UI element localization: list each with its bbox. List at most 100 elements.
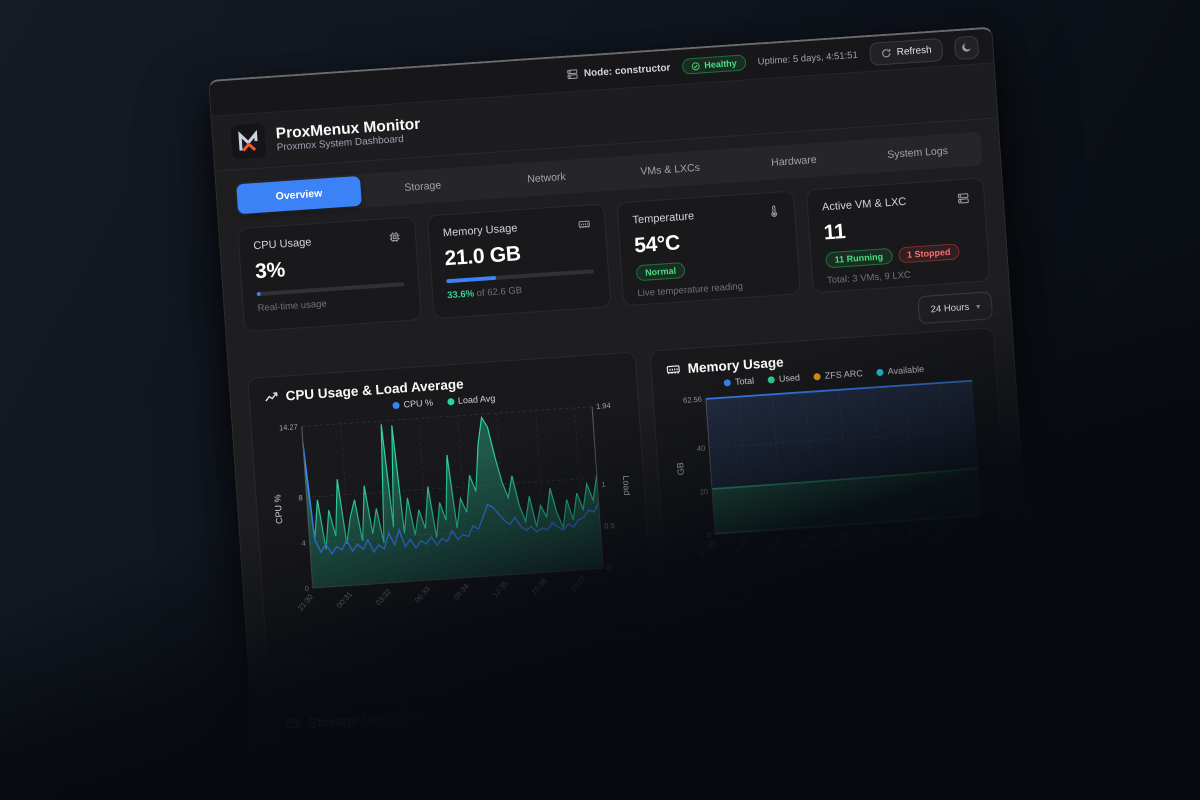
vms-value: 11 [823,220,847,245]
thermometer-icon [767,204,781,218]
svg-text:00:31: 00:31 [731,537,750,557]
memory-chart: 0 20 40 62.56 21:30 00:31 03:32 06:33 09:34 12:35… [667,370,994,579]
cpu-load-chart: 0 4 8 14.27 0 0.5 1 1.94 21:30 00:31 03:32 06:33 09:… [265,394,638,632]
node-label: Node: constructor [583,62,671,79]
vms-stopped-badge: 1 Stopped [897,243,960,264]
interface-badge-vmbr0[interactable]: vmbr0 [692,758,748,782]
legend-dot-total [723,378,732,387]
network-interfaces-label: Active Interfaces: [692,722,778,741]
svg-text:40: 40 [697,444,706,454]
svg-text:62.56: 62.56 [683,395,702,405]
svg-text:03:32: 03:32 [765,534,784,554]
refresh-button[interactable]: Refresh [868,37,944,66]
svg-text:15:36: 15:36 [530,576,549,596]
network-nodes-icon [688,689,704,705]
svg-text:20: 20 [700,487,709,497]
svg-text:18:37: 18:37 [931,523,950,543]
cpu-card-title: CPU Usage [253,236,312,253]
memory-usage-card: Memory Usage 21.0 GB 33.6% of 62.6 GB [426,203,612,320]
legend-dot-load [446,397,455,405]
temperature-caption: Live temperature reading [637,281,744,300]
check-circle-icon [691,61,701,71]
svg-text:21:30: 21:30 [296,592,315,612]
memory-progress-fill [446,275,496,284]
cpu-progress-fill [256,291,262,297]
temperature-card: Temperature 54°C Normal Live temperature… [616,190,801,307]
server-icon [567,68,580,81]
hard-drive-icon [286,716,302,732]
svg-text:18:37: 18:37 [569,574,588,594]
vms-card-title: Active VM & LXC [821,195,907,214]
time-range-value-2: 24 Hours [952,628,992,643]
time-range-select-2[interactable]: 24 Hours ▾ [940,618,1016,652]
memory-of-total: of 62.6 GB [473,285,523,300]
time-range-select-1[interactable]: 24 Hours ▾ [917,291,994,325]
svg-text:GB: GB [675,462,686,476]
svg-text:00:31: 00:31 [335,590,354,610]
refresh-icon [880,47,892,59]
theme-toggle-button[interactable] [953,35,980,60]
memory-chart-title: Memory Usage [687,354,785,377]
active-vm-lxc-card: Active VM & LXC 11 11 Running 1 Stopped … [805,177,991,294]
memory-used-percent: 33.6% [446,288,475,302]
chevron-down-icon: ▾ [975,301,981,311]
svg-text:15:36: 15:36 [898,525,917,545]
proxmenux-logo-icon [238,129,258,152]
temperature-status-badge: Normal [635,262,686,282]
app-titles: ProxMenux Monitor Proxmox System Dashboa… [275,115,421,154]
storage-disks-value: 7 disks [609,762,648,778]
storage-overview-card: Storage Overview Total Capacity: 26.8 TB… [269,678,674,784]
network-card-title: Network Overview [709,680,828,704]
health-label: Healthy [703,58,738,71]
servers-icon [956,191,970,205]
svg-text:0: 0 [304,584,309,593]
storage-disks-label: Physical Disks: [292,782,367,783]
app-logo [230,123,267,160]
svg-text:8: 8 [298,493,303,502]
moon-icon [960,41,973,54]
memory-value: 21.0 GB [443,242,522,271]
app-window: Node: constructor Healthy Uptime: 5 days… [208,26,1041,784]
svg-text:CPU %: CPU % [272,494,284,524]
network-row-interfaces: Active Interfaces: 2 [689,695,1007,751]
memory-chart-card: Memory Usage Total Used ZFS ARC Availabl… [649,327,1012,607]
cpu-caption: Real-time usage [257,298,328,315]
storage-rows: Total Capacity: 26.8 TB Physical Disks: … [287,719,650,784]
svg-text:09:34: 09:34 [831,530,850,550]
node-info: Node: constructor [567,62,671,81]
storage-capacity-label: Total Capacity: [290,751,363,768]
svg-text:0.5: 0.5 [604,521,615,531]
memory-caption: 33.6% of 62.6 GB [447,280,595,301]
refresh-label: Refresh [896,44,932,58]
temperature-value: 54°C [633,231,681,258]
network-interfaces-value: 2 [995,704,1004,720]
uptime-text: Uptime: 5 days, 4:51:51 [757,49,859,68]
svg-text:1.94: 1.94 [596,401,611,411]
charts-row: CPU Usage & Load Average CPU % Load Avg … [247,327,1012,660]
cpu-chip-icon [388,230,402,244]
storage-row-capacity: Total Capacity: 26.8 TB [287,719,648,779]
network-rows: Active Interfaces: 2 [689,695,1007,751]
chevron-down-icon: ▾ [998,628,1003,639]
svg-text:4: 4 [301,539,306,548]
svg-text:14.27: 14.27 [279,422,298,432]
svg-text:03:32: 03:32 [374,587,393,607]
memory-card-title: Memory Usage [442,222,518,240]
legend-dot-cpu [392,401,400,409]
vms-caption: Total: 3 VMs, 9 LXC [826,269,912,287]
legend-dot-used [767,375,776,384]
trending-up-icon [263,389,279,405]
svg-text:0: 0 [707,530,712,539]
storage-card-title: Storage Overview [307,707,423,731]
network-overview-card: Network Overview Active Interfaces: 2 vm… [671,654,1032,784]
cpu-usage-card: CPU Usage 3% Real-time usage [237,216,422,333]
svg-text:12:35: 12:35 [865,528,884,548]
svg-text:0: 0 [607,563,612,572]
svg-text:06:33: 06:33 [413,584,432,604]
legend-dot-available [876,368,884,376]
health-badge: Healthy [681,54,747,75]
svg-text:09:34: 09:34 [452,582,471,602]
svg-text:12:35: 12:35 [491,579,510,599]
storage-capacity-value: 26.8 TB [598,728,646,747]
